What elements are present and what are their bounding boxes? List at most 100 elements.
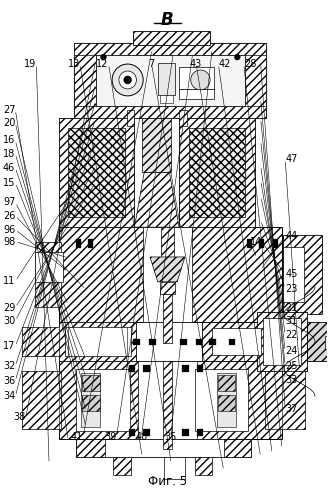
- Text: В: В: [161, 11, 174, 29]
- Text: 27: 27: [3, 105, 15, 115]
- Bar: [161, 227, 174, 267]
- Bar: [273, 239, 278, 248]
- Bar: [245, 43, 266, 118]
- Bar: [283, 235, 322, 314]
- Bar: [59, 361, 282, 439]
- Bar: [212, 327, 261, 355]
- Bar: [133, 338, 140, 345]
- Bar: [202, 321, 290, 361]
- Bar: [149, 338, 156, 345]
- Text: 47: 47: [285, 154, 297, 164]
- Bar: [229, 338, 236, 345]
- Bar: [179, 118, 255, 227]
- Text: 30: 30: [3, 316, 15, 326]
- Text: 34: 34: [3, 391, 15, 401]
- Polygon shape: [150, 257, 185, 282]
- Text: 24: 24: [285, 346, 297, 356]
- Bar: [179, 110, 187, 126]
- Bar: [163, 361, 172, 449]
- Bar: [158, 63, 175, 95]
- Bar: [74, 106, 266, 118]
- Text: 26: 26: [3, 211, 15, 221]
- Bar: [160, 95, 173, 103]
- Bar: [74, 43, 96, 118]
- Bar: [163, 294, 172, 343]
- Bar: [283, 247, 304, 302]
- Text: 25: 25: [285, 361, 298, 371]
- Bar: [257, 312, 307, 371]
- Text: 16: 16: [3, 135, 15, 145]
- Bar: [182, 429, 189, 436]
- Bar: [160, 282, 175, 294]
- Text: 98: 98: [3, 237, 15, 247]
- Bar: [218, 375, 236, 391]
- Bar: [218, 395, 236, 411]
- Text: 11: 11: [3, 276, 15, 286]
- Bar: [35, 252, 63, 282]
- Bar: [59, 227, 282, 321]
- Bar: [105, 439, 224, 457]
- Bar: [129, 365, 135, 372]
- Bar: [35, 242, 61, 307]
- Polygon shape: [59, 321, 136, 361]
- Text: 44: 44: [285, 231, 297, 241]
- Bar: [113, 457, 131, 475]
- Circle shape: [119, 71, 136, 89]
- Text: 14: 14: [250, 237, 262, 247]
- Bar: [81, 373, 100, 427]
- Bar: [65, 326, 131, 356]
- Text: 38: 38: [13, 412, 26, 422]
- Bar: [180, 338, 187, 345]
- Polygon shape: [22, 371, 59, 429]
- Bar: [138, 361, 196, 439]
- Bar: [22, 371, 61, 429]
- Bar: [74, 43, 266, 118]
- Text: 12: 12: [96, 59, 109, 69]
- Text: 43: 43: [190, 59, 202, 69]
- Text: 45: 45: [285, 269, 297, 279]
- Text: 19: 19: [24, 59, 36, 69]
- Bar: [196, 365, 203, 372]
- Text: 17: 17: [3, 341, 15, 351]
- Text: Фиг. 5: Фиг. 5: [148, 475, 187, 488]
- Bar: [76, 239, 81, 248]
- Bar: [143, 429, 150, 436]
- Bar: [262, 318, 301, 365]
- Text: 15: 15: [3, 178, 15, 188]
- Text: 41: 41: [71, 432, 83, 442]
- Bar: [195, 338, 202, 345]
- Circle shape: [100, 54, 106, 60]
- Polygon shape: [134, 173, 179, 227]
- Bar: [143, 365, 150, 372]
- Text: 37: 37: [285, 404, 297, 414]
- Text: 33: 33: [285, 375, 297, 385]
- Text: 21: 21: [285, 302, 297, 312]
- Bar: [133, 31, 210, 45]
- Text: 46: 46: [3, 163, 15, 173]
- Text: 13: 13: [68, 59, 80, 69]
- Text: 32: 32: [3, 361, 15, 371]
- Circle shape: [235, 54, 240, 60]
- Bar: [307, 321, 327, 361]
- Bar: [143, 227, 192, 321]
- Text: 28: 28: [244, 59, 256, 69]
- Bar: [209, 338, 216, 345]
- Text: 39: 39: [104, 432, 116, 442]
- Bar: [325, 335, 328, 349]
- Bar: [164, 457, 185, 479]
- Text: 40: 40: [135, 432, 148, 442]
- Text: 35: 35: [164, 432, 177, 442]
- Bar: [76, 439, 251, 457]
- Bar: [134, 118, 179, 227]
- Text: 18: 18: [3, 149, 15, 159]
- Text: 42: 42: [218, 59, 231, 69]
- Text: 20: 20: [3, 118, 15, 128]
- Bar: [129, 429, 135, 436]
- Bar: [88, 239, 93, 248]
- Bar: [217, 373, 236, 427]
- Bar: [59, 321, 136, 361]
- Circle shape: [112, 64, 143, 96]
- Bar: [196, 429, 203, 436]
- Text: 29: 29: [3, 302, 15, 312]
- Polygon shape: [282, 371, 305, 429]
